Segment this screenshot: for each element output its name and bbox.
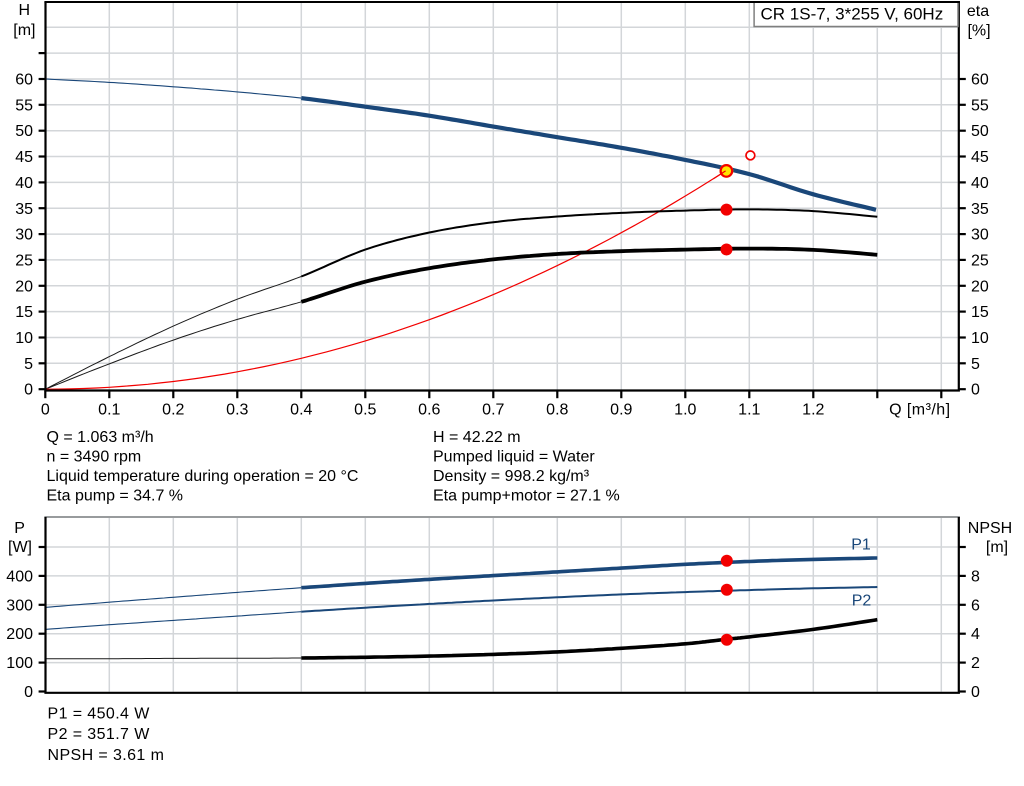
svg-text:20: 20 <box>15 278 33 295</box>
svg-text:0: 0 <box>24 382 33 399</box>
svg-text:30: 30 <box>971 227 989 244</box>
svg-text:5: 5 <box>24 356 33 373</box>
svg-text:0.9: 0.9 <box>610 402 632 419</box>
svg-text:6: 6 <box>971 597 980 614</box>
svg-text:0: 0 <box>971 382 980 399</box>
svg-text:4: 4 <box>971 626 980 643</box>
svg-text:300: 300 <box>6 597 33 614</box>
svg-text:[m]: [m] <box>13 22 35 39</box>
svg-text:8: 8 <box>971 568 980 585</box>
svg-text:5: 5 <box>971 356 980 373</box>
svg-text:H: H <box>19 2 31 19</box>
svg-text:45: 45 <box>15 149 33 166</box>
svg-text:10: 10 <box>971 330 989 347</box>
svg-text:60: 60 <box>971 72 989 89</box>
svg-text:100: 100 <box>6 655 33 672</box>
svg-text:40: 40 <box>971 175 989 192</box>
svg-text:0: 0 <box>41 402 50 419</box>
svg-text:0.4: 0.4 <box>290 402 312 419</box>
svg-text:45: 45 <box>971 149 989 166</box>
svg-text:15: 15 <box>15 304 33 321</box>
svg-text:Density = 998.2 kg/m³: Density = 998.2 kg/m³ <box>433 468 590 485</box>
svg-text:[W]: [W] <box>8 539 32 556</box>
svg-text:1.1: 1.1 <box>738 402 760 419</box>
svg-text:0.8: 0.8 <box>546 402 568 419</box>
svg-text:n = 3490 rpm: n = 3490 rpm <box>47 449 142 466</box>
svg-text:0: 0 <box>24 684 33 701</box>
svg-text:[m]: [m] <box>986 539 1008 556</box>
svg-text:P2 = 351.7 W: P2 = 351.7 W <box>48 726 151 743</box>
svg-text:0: 0 <box>971 684 980 701</box>
svg-text:15: 15 <box>971 304 989 321</box>
svg-text:400: 400 <box>6 568 33 585</box>
svg-text:200: 200 <box>6 626 33 643</box>
svg-text:Eta pump = 34.7 %: Eta pump = 34.7 % <box>47 488 184 505</box>
svg-text:0.5: 0.5 <box>354 402 376 419</box>
svg-text:1.2: 1.2 <box>802 402 824 419</box>
svg-text:P1: P1 <box>851 537 871 554</box>
svg-text:NPSH = 3.61 m: NPSH = 3.61 m <box>48 747 165 764</box>
svg-text:0.1: 0.1 <box>98 402 120 419</box>
svg-text:Q [m³/h]: Q [m³/h] <box>889 402 950 419</box>
svg-text:35: 35 <box>971 201 989 218</box>
svg-text:CR 1S-7, 3*255 V, 60Hz: CR 1S-7, 3*255 V, 60Hz <box>761 4 944 23</box>
svg-text:0.3: 0.3 <box>226 402 248 419</box>
svg-text:25: 25 <box>15 252 33 269</box>
svg-text:H = 42.22 m: H = 42.22 m <box>433 429 521 446</box>
svg-text:[%]: [%] <box>967 23 990 40</box>
svg-text:1.0: 1.0 <box>674 402 696 419</box>
svg-text:Q = 1.063 m³/h: Q = 1.063 m³/h <box>47 429 154 446</box>
svg-text:40: 40 <box>15 175 33 192</box>
svg-text:50: 50 <box>15 123 33 140</box>
svg-text:2: 2 <box>971 655 980 672</box>
svg-text:P2: P2 <box>852 593 872 610</box>
svg-text:50: 50 <box>971 123 989 140</box>
svg-text:10: 10 <box>15 330 33 347</box>
svg-text:P1 = 450.4 W: P1 = 450.4 W <box>48 705 151 722</box>
svg-text:35: 35 <box>15 201 33 218</box>
svg-text:Pumped liquid = Water: Pumped liquid = Water <box>433 449 595 466</box>
svg-text:25: 25 <box>971 252 989 269</box>
svg-text:55: 55 <box>15 97 33 114</box>
svg-text:P: P <box>14 520 25 537</box>
svg-text:0.2: 0.2 <box>162 402 184 419</box>
svg-text:Eta pump+motor = 27.1 %: Eta pump+motor = 27.1 % <box>433 488 620 505</box>
svg-text:0.7: 0.7 <box>482 402 504 419</box>
svg-text:NPSH: NPSH <box>968 520 1012 537</box>
svg-text:eta: eta <box>967 3 989 20</box>
svg-text:Liquid temperature during oper: Liquid temperature during operation = 20… <box>47 468 359 485</box>
svg-text:30: 30 <box>15 227 33 244</box>
svg-text:0.6: 0.6 <box>418 402 440 419</box>
svg-text:55: 55 <box>971 97 989 114</box>
svg-text:60: 60 <box>15 72 33 89</box>
svg-text:20: 20 <box>971 278 989 295</box>
